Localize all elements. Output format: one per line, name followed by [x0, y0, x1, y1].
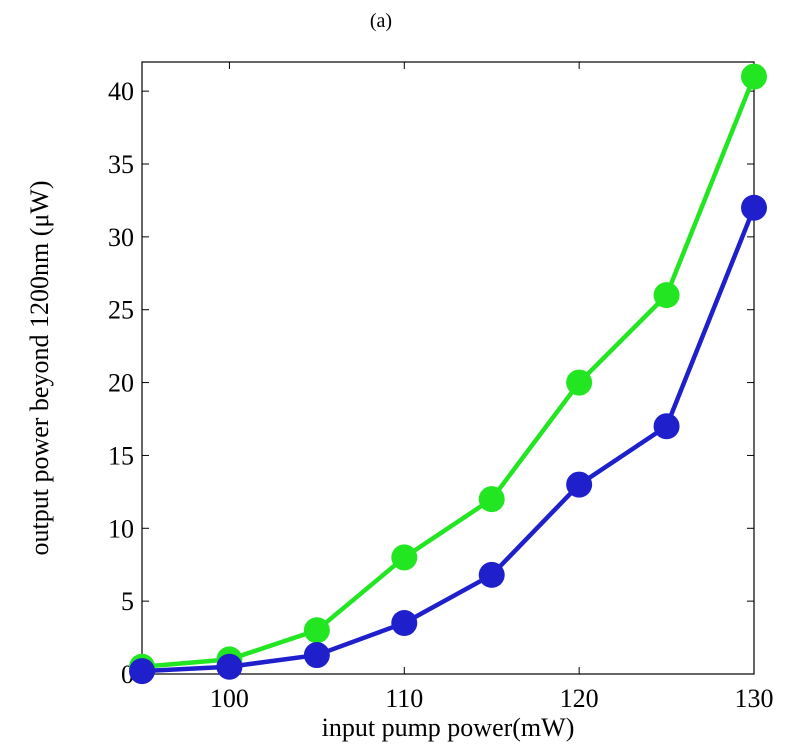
series-2-point [129, 658, 155, 685]
y-tick-label: 15 [108, 441, 134, 470]
y-tick-label: 40 [108, 77, 134, 106]
y-tick-label: 25 [108, 296, 134, 325]
series-1-point [741, 63, 767, 90]
y-tick-label: 30 [108, 223, 134, 252]
series-2-point [653, 413, 680, 440]
series-1-line [141, 75, 757, 669]
series-1-point [566, 369, 593, 396]
series-layer [129, 63, 767, 685]
series-2-point [741, 194, 767, 221]
x-tick-label: 120 [560, 684, 599, 713]
panel-label: (a) [370, 10, 392, 32]
x-tick-label: 100 [210, 684, 249, 713]
y-tick-label: 20 [108, 369, 134, 398]
series-2-point [478, 561, 505, 588]
x-axis: 100 110 120 130 [210, 62, 774, 713]
series-1-point [478, 486, 505, 513]
y-tick-label: 10 [108, 514, 134, 543]
y-axis-title: output power beyond 1200nm (μW) [25, 181, 54, 556]
series-2-point [303, 642, 330, 669]
x-axis-title: input pump power(mW) [322, 713, 575, 742]
plot-area [141, 61, 755, 675]
series-1-point [391, 544, 418, 571]
series-2-point [566, 471, 593, 498]
series-2-point [216, 653, 243, 680]
series-2-line [141, 206, 757, 674]
y-tick-label: 5 [121, 587, 134, 616]
x-tick-label: 110 [385, 684, 423, 713]
y-tick-label: 35 [108, 150, 134, 179]
series-1-point [653, 282, 680, 309]
series-2-point [391, 610, 418, 636]
x-tick-label: 130 [735, 684, 774, 713]
series-1-point [303, 617, 330, 644]
